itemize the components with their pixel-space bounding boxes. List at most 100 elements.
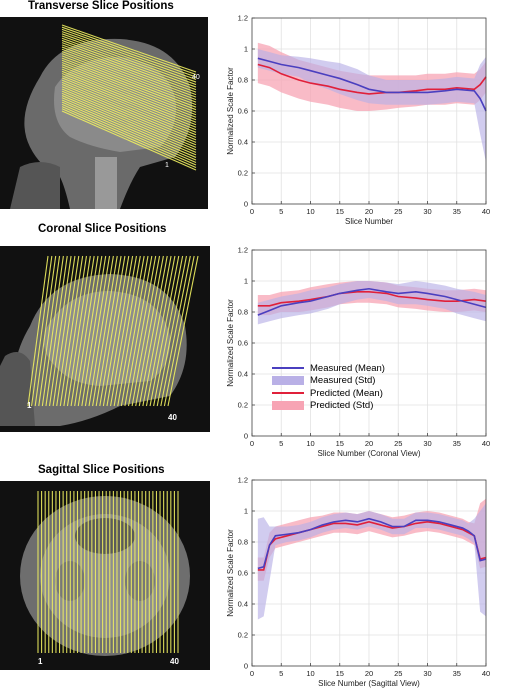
x-tick-label: 35 [453,669,461,678]
slice-line [145,255,176,407]
measured-mean-line [257,287,487,316]
slice-line [61,108,197,168]
legend-item-predicted-mean: Predicted (Mean) [272,387,432,399]
x-tick-label: 0 [250,207,254,216]
slice-line [142,255,172,407]
y-axis-label: Normalized Scale Factor [226,67,235,155]
y-tick-label: 0.8 [238,308,248,317]
x-tick-label: 15 [336,439,344,448]
slice-line [61,35,197,86]
y-tick-label: 0 [244,200,248,209]
x-tick-label: 25 [394,439,402,448]
x-tick-label: 30 [423,439,431,448]
legend-item-measured-mean: Measured (Mean) [272,362,432,374]
x-tick-label: 5 [279,669,283,678]
slice-line [70,255,95,407]
coronal-mri-image: 1 40 [0,246,210,432]
predicted-mean-line [257,291,487,307]
y-tick-label: 1.2 [238,476,248,485]
coronal-last-label: 40 [168,413,177,422]
slice-line [61,66,197,121]
legend-swatch-measured-std [272,376,304,385]
y-tick-label: 1.2 [238,246,248,255]
x-tick-label: 30 [423,207,431,216]
slice-line [61,86,197,143]
slice-line [61,37,197,88]
y-tick-label: 1.2 [238,14,248,23]
slice-line [61,99,197,158]
y-tick-label: 0.4 [238,600,248,609]
slice-line [61,88,197,146]
slice-line [61,73,197,128]
y-tick-label: 0.4 [238,370,248,379]
slice-line [131,255,161,407]
slice-line [61,97,197,156]
slice-line [61,55,197,108]
slice-line [61,57,197,111]
coronal-title: Coronal Slice Positions [38,223,167,235]
legend-swatch-predicted-std [272,401,304,410]
x-tick-label: 30 [423,669,431,678]
slice-line [74,255,99,407]
legend-label-predicted-std: Predicted (Std) [310,400,374,411]
slice-line [61,42,197,93]
slice-line [66,255,91,407]
slice-line [110,255,138,407]
legend-item-predicted-std: Predicted (Std) [272,399,432,412]
slice-line [45,255,68,407]
sagittal-scale-chart: 0 5 10 15 20 25 30 35 40 0 0.2 0.4 0.6 0.8 1 1.2 Slice N… [226,476,490,689]
slice-line [127,255,157,407]
slice-line [61,59,197,113]
slice-line [61,84,197,141]
y-tick-label: 0.8 [238,76,248,85]
y-tick-label: 0.6 [238,107,248,116]
slice-line [61,110,197,171]
legend-label-measured-mean: Measured (Mean) [310,362,385,374]
sagittal-title: Sagittal Slice Positions [38,464,165,476]
slice-line [48,255,72,407]
transverse-scale-chart: 0 5 10 15 20 25 30 35 40 0 0.2 0.4 0.6 0.8 1 1.2 Slice N… [226,14,490,227]
x-tick-label: 5 [279,439,283,448]
predicted-mean-line [257,63,487,95]
y-tick-label: 0.6 [238,569,248,578]
slice-line [84,255,111,407]
x-tick-label: 35 [453,439,461,448]
y-axis-label: Normalized Scale Factor [226,299,235,387]
slice-line [61,70,197,126]
legend-swatch-predicted-mean [272,392,304,394]
y-tick-label: 0 [244,432,248,441]
slice-line [81,255,107,407]
measured-std-band [257,281,486,325]
y-tick-label: 1 [244,45,248,54]
slice-line [149,255,180,407]
legend-label-measured-std: Measured (Std) [310,375,376,386]
slice-line [59,255,84,407]
slice-line [61,68,197,123]
y-tick-label: 0.2 [238,169,248,178]
x-tick-label: 0 [250,439,254,448]
slice-line [138,255,168,407]
slice-line [61,90,197,148]
slice-line [153,255,184,407]
slice-line [99,255,126,407]
transverse-mri-image: 40 1 [0,17,208,209]
slice-line [61,64,197,118]
measured-std-band [257,49,486,163]
slice-line [52,255,76,407]
slice-line [61,61,197,116]
y-tick-label: 0.2 [238,631,248,640]
coronal-scale-chart: 0 5 10 15 20 25 30 35 40 0 0.2 0.4 0.6 0.8 1 1.2 Slice N… [226,246,490,459]
y-tick-label: 0.6 [238,339,248,348]
y-tick-label: 1 [244,277,248,286]
y-tick-label: 0.8 [238,538,248,547]
x-tick-label: 35 [453,207,461,216]
coronal-first-label: 1 [27,401,32,410]
slice-line [61,53,197,106]
x-tick-label: 10 [306,439,314,448]
slice-line [88,255,114,407]
slice-line [113,255,141,407]
predicted-mean-line [257,521,487,571]
slice-line [124,255,153,407]
transverse-last-label: 40 [192,74,200,81]
sagittal-mri-image: 1 40 [0,481,210,670]
